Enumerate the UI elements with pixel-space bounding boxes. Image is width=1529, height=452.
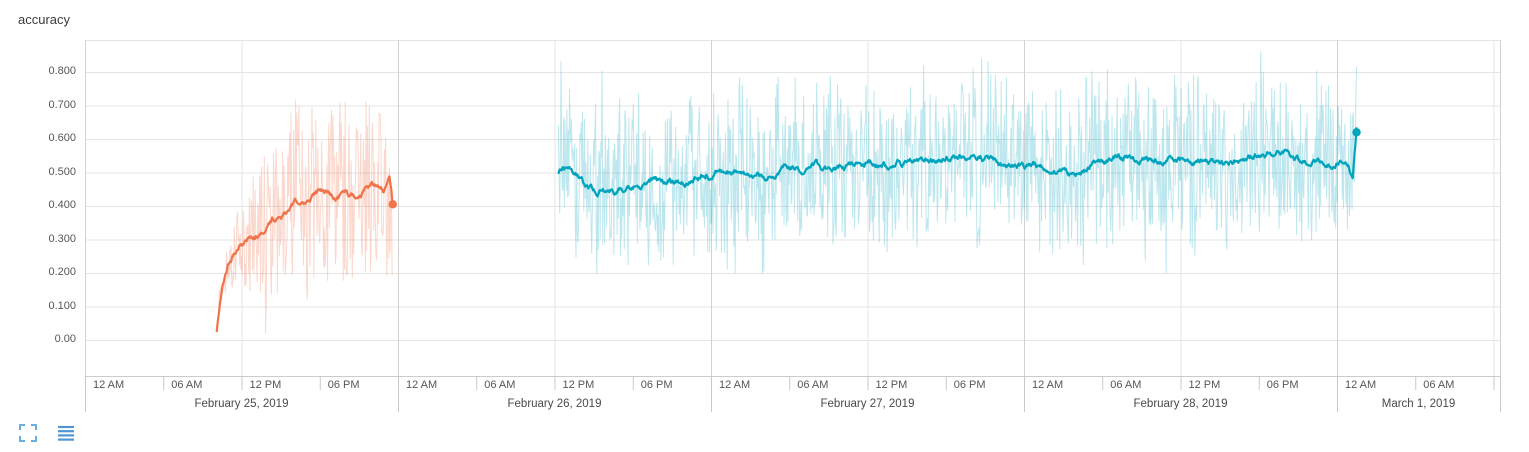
data-list-icon[interactable] <box>56 423 76 443</box>
card-toolbar <box>18 423 76 443</box>
fullscreen-icon[interactable] <box>18 423 38 443</box>
